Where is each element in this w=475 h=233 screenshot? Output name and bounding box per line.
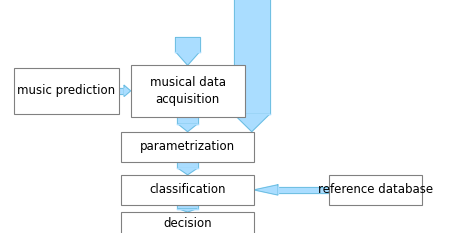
Polygon shape [178, 168, 197, 175]
FancyBboxPatch shape [121, 132, 254, 162]
Text: musical data
acquisition: musical data acquisition [150, 76, 226, 106]
FancyBboxPatch shape [14, 68, 119, 114]
Text: parametrization: parametrization [140, 140, 235, 153]
FancyBboxPatch shape [121, 212, 254, 233]
Polygon shape [177, 205, 198, 209]
Polygon shape [178, 124, 197, 132]
Text: music prediction: music prediction [18, 84, 115, 97]
Polygon shape [254, 185, 278, 195]
Polygon shape [278, 187, 329, 193]
Text: reference database: reference database [318, 183, 433, 196]
Polygon shape [175, 37, 200, 52]
Polygon shape [119, 88, 124, 94]
FancyBboxPatch shape [121, 175, 254, 205]
Polygon shape [124, 85, 131, 96]
Text: classification: classification [149, 183, 226, 196]
FancyBboxPatch shape [131, 65, 245, 116]
Text: decision: decision [163, 217, 212, 230]
Polygon shape [234, 114, 270, 132]
Polygon shape [234, 0, 270, 114]
Polygon shape [177, 116, 198, 124]
Polygon shape [177, 162, 198, 168]
Polygon shape [176, 52, 199, 65]
Polygon shape [178, 209, 197, 212]
FancyBboxPatch shape [329, 175, 422, 205]
